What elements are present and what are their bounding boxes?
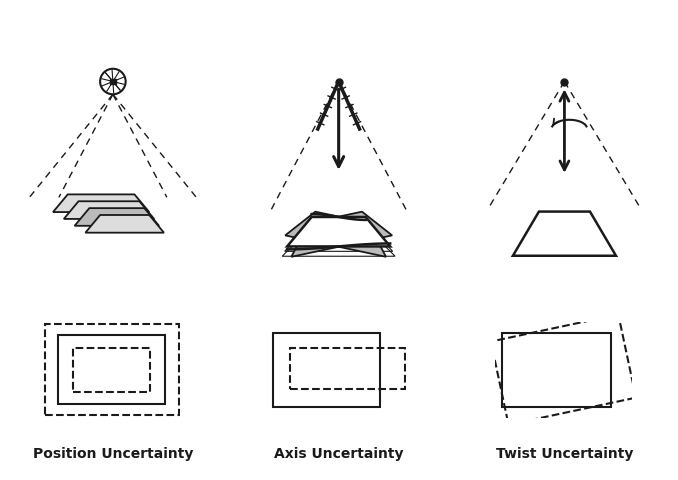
Bar (273, 333, 380, 407)
Bar (110, 79, 116, 84)
Polygon shape (285, 212, 386, 257)
Polygon shape (53, 194, 149, 212)
Text: Axis Uncertainty: Axis Uncertainty (274, 447, 404, 461)
Polygon shape (64, 201, 154, 219)
Bar (502, 333, 612, 407)
Polygon shape (75, 208, 159, 226)
Polygon shape (292, 212, 392, 257)
Polygon shape (85, 215, 164, 233)
Polygon shape (287, 217, 391, 246)
Text: Twist Uncertainty: Twist Uncertainty (496, 447, 634, 461)
Bar (58, 336, 165, 404)
Circle shape (100, 69, 125, 94)
Polygon shape (513, 212, 616, 256)
Bar (290, 348, 405, 389)
Text: Position Uncertainty: Position Uncertainty (33, 447, 193, 461)
Bar (73, 348, 151, 392)
